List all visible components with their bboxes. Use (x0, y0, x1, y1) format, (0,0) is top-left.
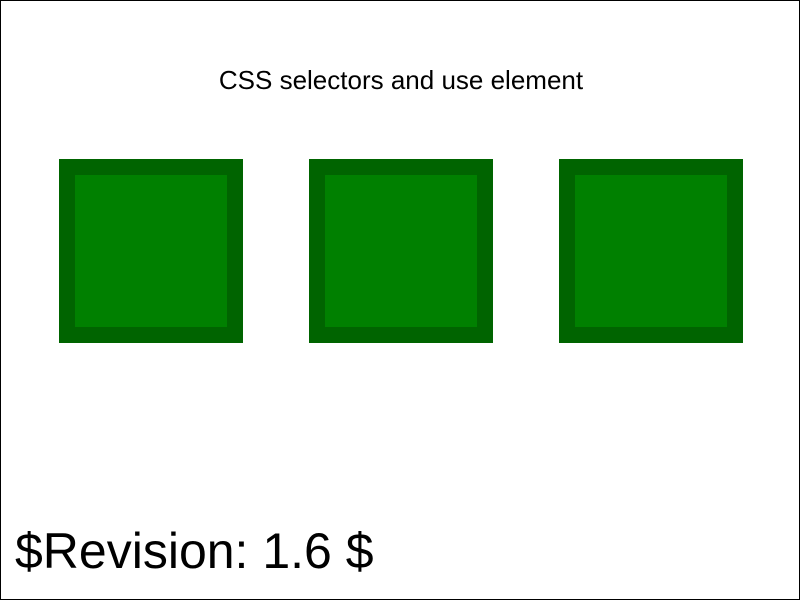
green-square-3 (559, 159, 743, 343)
green-square-1 (59, 159, 243, 343)
green-square-2 (309, 159, 493, 343)
revision-label: $Revision: 1.6 $ (15, 523, 374, 579)
test-title: CSS selectors and use element (218, 65, 584, 95)
